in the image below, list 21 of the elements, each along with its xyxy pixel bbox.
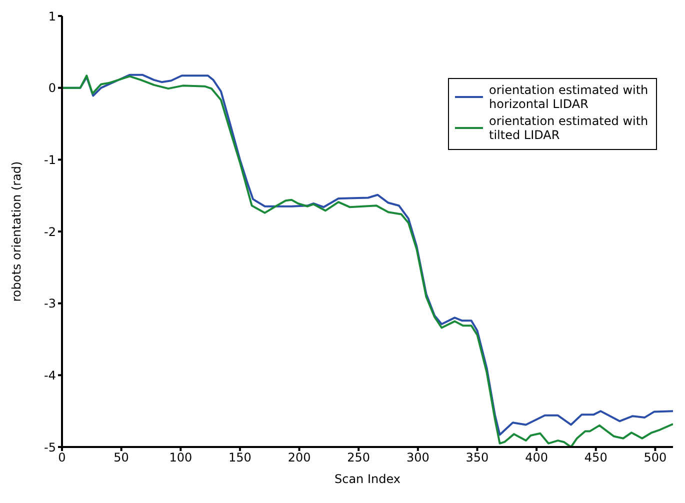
y-tick-label: 1 (48, 9, 56, 24)
y-axis-title: robots orientation (rad) (9, 161, 24, 302)
x-tick-label: 150 (228, 450, 252, 465)
y-tick-label: -4 (44, 368, 56, 382)
y-tick-label: -5 (44, 440, 56, 454)
x-tick-label: 500 (644, 450, 667, 465)
x-tick-label: 300 (406, 450, 430, 465)
y-tick-label: -1 (44, 152, 56, 167)
x-tick-label: 50 (114, 450, 129, 465)
y-tick-label: 0 (48, 81, 56, 96)
x-tick-label: 400 (525, 450, 548, 465)
x-tick-label: 200 (288, 450, 311, 465)
y-tick-label: -3 (44, 296, 56, 311)
x-tick-label: 0 (58, 450, 66, 465)
legend-label: orientation estimated with tilted LIDAR (489, 114, 650, 142)
x-axis-title: Scan Index (334, 472, 401, 486)
x-tick-label: 250 (347, 450, 370, 465)
x-tick-label: 450 (584, 450, 608, 465)
y-tick-label: -2 (44, 224, 56, 239)
x-tick-label: 100 (169, 450, 192, 465)
x-tick-label: 350 (466, 450, 489, 465)
